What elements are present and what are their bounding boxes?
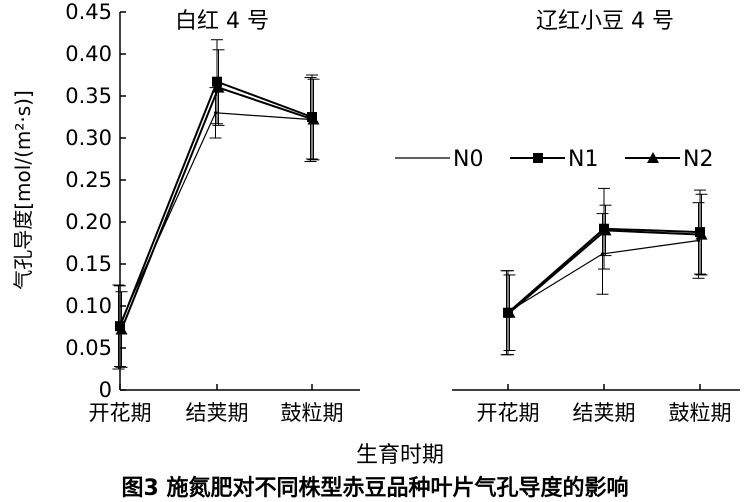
series-layer — [112, 39, 708, 370]
x-axis-label: 生育时期 — [356, 443, 444, 468]
y-tick-label: 0 — [99, 378, 112, 402]
x-tick-label: 结荚期 — [186, 401, 249, 425]
legend-label: N0 — [453, 147, 483, 172]
data-point-triangle — [307, 113, 320, 125]
data-point — [601, 252, 604, 256]
plot-area — [119, 12, 740, 391]
legend-label: N2 — [683, 147, 713, 172]
data-point-square — [533, 153, 543, 163]
y-tick-label: 0.40 — [65, 42, 112, 66]
x-tick-label: 鼓粒期 — [669, 401, 732, 425]
figure-caption: 图3 施氮肥对不同株型赤豆品种叶片气孔导度的影响 — [121, 476, 629, 501]
y-tick-label: 0.15 — [65, 252, 112, 276]
data-point-square — [212, 76, 222, 87]
legend-label: N1 — [568, 147, 598, 172]
x-tick-label: 结荚期 — [573, 401, 636, 425]
group-2 — [500, 187, 708, 356]
y-axis-label: 气孔导度[mol/(m²·s)] — [11, 90, 35, 290]
data-point-square — [115, 321, 125, 332]
legend: N0 N1 N2 — [395, 147, 713, 172]
group-labels: 白红 4 号 辽红小豆 4 号 — [175, 9, 674, 34]
group-label: 白红 4 号 — [175, 9, 269, 34]
data-point — [214, 111, 217, 115]
data-point-triangle — [695, 228, 708, 240]
data-point — [697, 238, 700, 242]
x-tick-label: 开花期 — [89, 401, 152, 425]
x-tick-label: 鼓粒期 — [281, 401, 344, 425]
data-point-triangle — [599, 224, 612, 236]
y-tick-label: 0.10 — [65, 294, 112, 318]
data-point-triangle — [212, 81, 225, 93]
data-point-triangle — [503, 306, 516, 318]
y-tick-label: 0.25 — [65, 168, 112, 192]
y-ticks: 0 0.05 0.10 0.15 0.20 0.25 0.30 0.35 0.40 0.45 — [65, 0, 126, 402]
series-line-n0 — [117, 112, 311, 328]
y-tick-label: 0.05 — [65, 336, 112, 360]
group-label: 辽红小豆 4 号 — [536, 9, 674, 34]
y-tick-label: 0.30 — [65, 126, 112, 150]
x-tick-label: 开花期 — [477, 401, 540, 425]
data-point-triangle — [647, 152, 659, 163]
x-ticks: 开花期 结荚期 鼓粒期 开花期 结荚期 鼓粒期 — [89, 384, 732, 425]
y-tick-label: 0.20 — [65, 210, 112, 234]
group-1 — [112, 39, 320, 370]
y-tick-label: 0.45 — [65, 0, 112, 24]
data-point-triangle — [115, 323, 128, 335]
y-tick-label: 0.35 — [65, 84, 112, 108]
